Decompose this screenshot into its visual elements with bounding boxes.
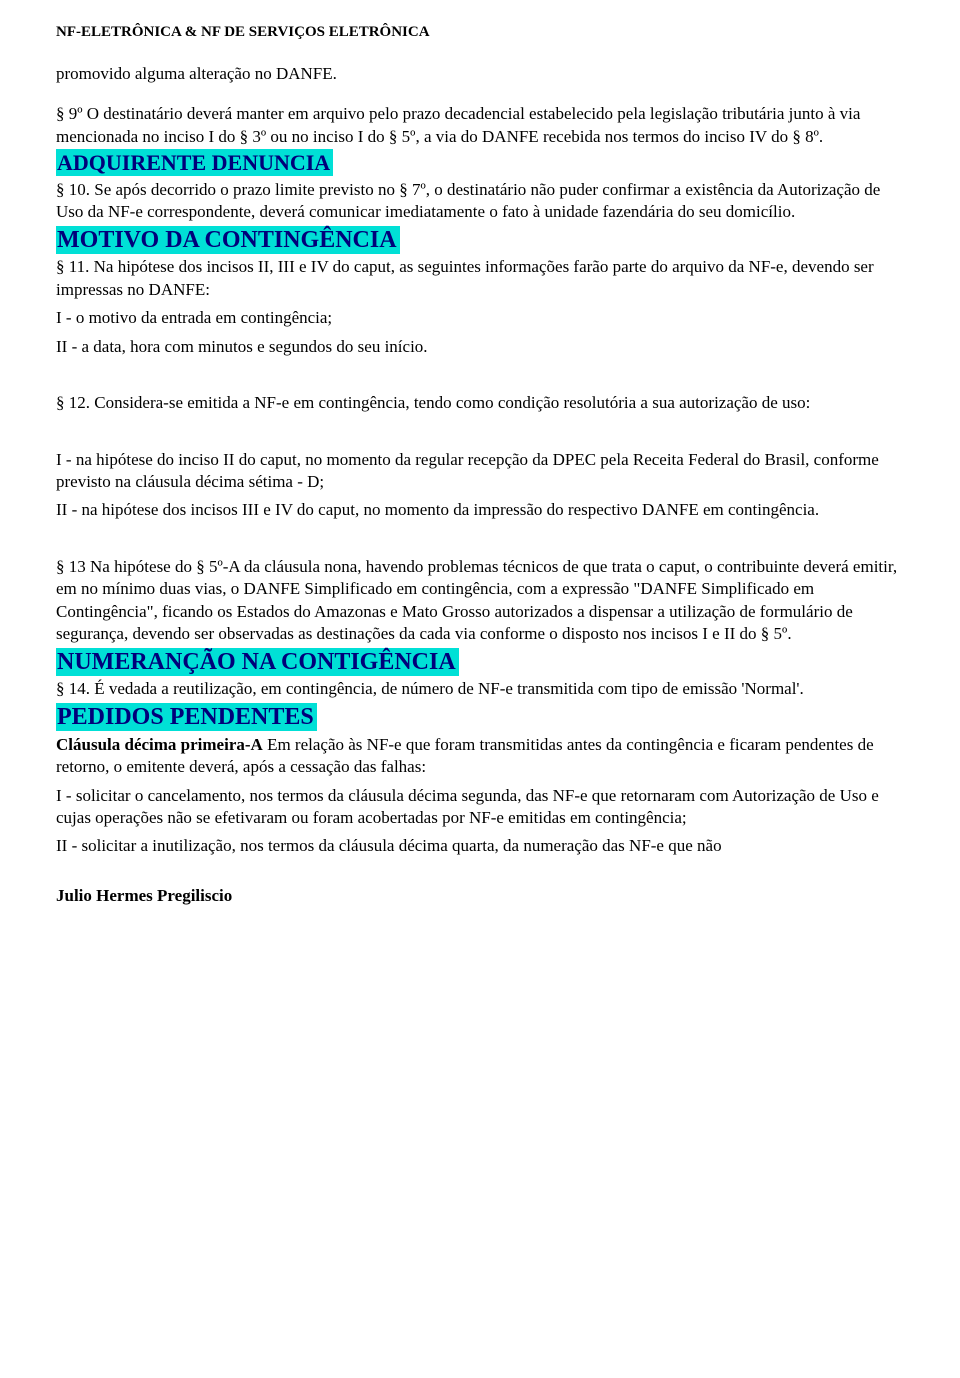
heading-motivo-wrap: MOTIVO DA CONTINGÊNCIA xyxy=(56,226,904,255)
paragraph-12: § 12. Considera-se emitida a NF-e em con… xyxy=(56,392,904,414)
heading-pedidos-wrap: PEDIDOS PENDENTES xyxy=(56,703,904,732)
heading-adquirente: ADQUIRENTE DENUNCIA xyxy=(56,149,333,176)
page-header: NF-ELETRÔNICA & NF DE SERVIÇOS ELETRÔNIC… xyxy=(56,24,904,41)
heading-numeracao: NUMERANÇÃO NA CONTIGÊNCIA xyxy=(56,648,459,676)
paragraph-11-i: I - o motivo da entrada em contingência; xyxy=(56,307,904,329)
page-footer: Julio Hermes Pregiliscio xyxy=(56,886,904,906)
heading-adquirente-wrap: ADQUIRENTE DENUNCIA xyxy=(56,150,904,176)
paragraph-14: § 14. É vedada a reutilização, em contin… xyxy=(56,678,904,700)
document-page: NF-ELETRÔNICA & NF DE SERVIÇOS ELETRÔNIC… xyxy=(0,0,960,1378)
heading-motivo: MOTIVO DA CONTINGÊNCIA xyxy=(56,226,400,254)
paragraph-11: § 11. Na hipótese dos incisos II, III e … xyxy=(56,256,904,301)
clausula-label: Cláusula décima primeira-A xyxy=(56,735,263,754)
paragraph-12-i: I - na hipótese do inciso II do caput, n… xyxy=(56,449,904,494)
paragraph-12-ii: II - na hipótese dos incisos III e IV do… xyxy=(56,499,904,521)
paragraph-9: § 9º O destinatário deverá manter em arq… xyxy=(56,103,904,148)
paragraph-13: § 13 Na hipótese do § 5º-A da cláusula n… xyxy=(56,556,904,646)
paragraph-intro: promovido alguma alteração no DANFE. xyxy=(56,63,904,85)
heading-pedidos: PEDIDOS PENDENTES xyxy=(56,703,317,731)
paragraph-10: § 10. Se após decorrido o prazo limite p… xyxy=(56,179,904,224)
paragraph-11-ii: II - a data, hora com minutos e segundos… xyxy=(56,336,904,358)
heading-numeracao-wrap: NUMERANÇÃO NA CONTIGÊNCIA xyxy=(56,648,904,677)
paragraph-clausula: Cláusula décima primeira-A Em relação às… xyxy=(56,734,904,779)
paragraph-cl-i: I - solicitar o cancelamento, nos termos… xyxy=(56,785,904,830)
paragraph-cl-ii: II - solicitar a inutilização, nos termo… xyxy=(56,835,904,857)
